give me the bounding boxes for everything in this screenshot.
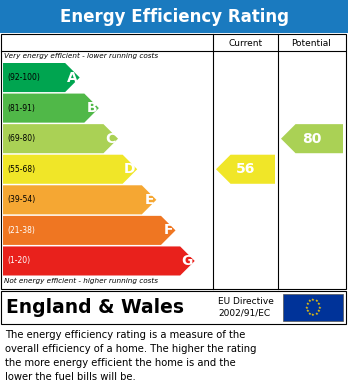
Text: Very energy efficient - lower running costs: Very energy efficient - lower running co… (4, 53, 158, 59)
Text: ★: ★ (317, 309, 321, 313)
Polygon shape (3, 124, 118, 153)
Text: E: E (144, 193, 154, 207)
Polygon shape (3, 185, 156, 214)
Text: 56: 56 (236, 162, 255, 176)
Text: ★: ★ (305, 305, 308, 310)
Text: (55-68): (55-68) (7, 165, 35, 174)
Text: ★: ★ (317, 302, 321, 306)
Text: Current: Current (228, 38, 262, 47)
Text: C: C (106, 132, 116, 146)
Polygon shape (3, 216, 175, 245)
Text: EU Directive
2002/91/EC: EU Directive 2002/91/EC (218, 297, 274, 318)
Text: ★: ★ (308, 299, 312, 303)
Text: Not energy efficient - higher running costs: Not energy efficient - higher running co… (4, 278, 158, 284)
Polygon shape (3, 246, 195, 276)
Text: ★: ★ (311, 298, 315, 302)
Text: ★: ★ (314, 299, 318, 303)
Polygon shape (3, 63, 80, 92)
Bar (1, 291, 346, 324)
Bar (283, 294, 343, 321)
Bar (0, 0, 348, 33)
Text: The energy efficiency rating is a measure of the
overall efficiency of a home. T: The energy efficiency rating is a measur… (5, 330, 256, 382)
Text: (92-100): (92-100) (7, 73, 40, 82)
Polygon shape (3, 93, 99, 123)
Polygon shape (3, 155, 137, 184)
Text: England & Wales: England & Wales (6, 298, 184, 317)
Text: 80: 80 (302, 132, 322, 146)
Text: ★: ★ (314, 312, 318, 316)
Text: (69-80): (69-80) (7, 134, 35, 143)
Bar (1, 34, 346, 289)
Text: Energy Efficiency Rating: Energy Efficiency Rating (60, 7, 288, 25)
Text: ★: ★ (306, 309, 309, 313)
Text: (21-38): (21-38) (7, 226, 35, 235)
Text: D: D (124, 162, 136, 176)
Text: F: F (164, 223, 173, 237)
Text: (39-54): (39-54) (7, 196, 35, 204)
Text: ★: ★ (306, 302, 309, 306)
Polygon shape (216, 155, 275, 184)
Text: (81-91): (81-91) (7, 104, 35, 113)
Text: ★: ★ (311, 313, 315, 317)
Text: A: A (67, 70, 78, 84)
Polygon shape (281, 124, 343, 153)
Text: G: G (182, 254, 193, 268)
Text: ★: ★ (308, 312, 312, 316)
Text: ★: ★ (318, 305, 321, 310)
Text: (1-20): (1-20) (7, 256, 30, 265)
Text: Potential: Potential (292, 38, 331, 47)
Text: B: B (86, 101, 97, 115)
